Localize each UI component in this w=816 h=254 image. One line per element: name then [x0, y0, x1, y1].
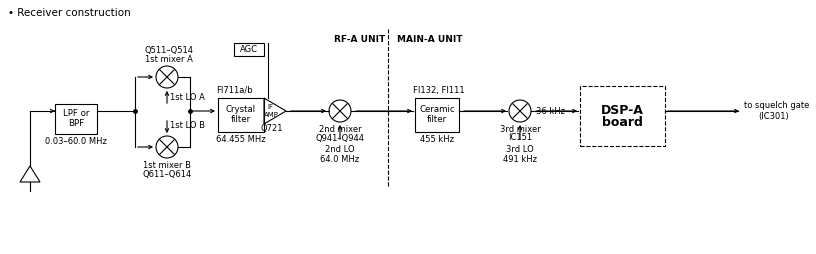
Bar: [415, 98, 459, 132]
Text: 3rd mixer: 3rd mixer: [499, 124, 540, 134]
Bar: [580, 86, 665, 146]
Bar: [234, 43, 264, 56]
Text: RF-A UNIT: RF-A UNIT: [335, 35, 386, 43]
Text: board: board: [602, 117, 643, 130]
Text: 491 kHz: 491 kHz: [503, 154, 537, 164]
Text: 2nd LO: 2nd LO: [326, 146, 355, 154]
Text: filter: filter: [427, 116, 447, 124]
Text: DSP-A: DSP-A: [601, 103, 644, 117]
Text: IC151: IC151: [508, 134, 532, 142]
Text: filter: filter: [231, 116, 251, 124]
Text: to squelch gate: to squelch gate: [744, 102, 809, 110]
Text: AGC: AGC: [240, 45, 258, 54]
Text: 0.03–60.0 MHz: 0.03–60.0 MHz: [45, 137, 107, 147]
Text: LPF or: LPF or: [63, 109, 89, 119]
Text: 2nd mixer: 2nd mixer: [319, 124, 361, 134]
Text: • Receiver construction: • Receiver construction: [8, 8, 131, 18]
Bar: [218, 98, 264, 132]
Text: Q611–Q614: Q611–Q614: [142, 169, 192, 179]
Text: Ceramic: Ceramic: [419, 105, 455, 115]
Text: 1st mixer A: 1st mixer A: [145, 55, 193, 64]
Text: 36 kHz: 36 kHz: [536, 106, 565, 116]
Text: Crystal: Crystal: [226, 105, 256, 115]
Text: IF: IF: [267, 104, 273, 110]
Bar: [55, 104, 97, 134]
Text: FI711a/b: FI711a/b: [216, 86, 253, 94]
Text: (IC301): (IC301): [758, 112, 789, 120]
Text: 3rd LO: 3rd LO: [506, 146, 534, 154]
Text: 1st mixer B: 1st mixer B: [143, 161, 191, 169]
Text: Q721: Q721: [261, 123, 283, 133]
Text: 64.455 MHz: 64.455 MHz: [216, 135, 266, 145]
Text: MAIN-A UNIT: MAIN-A UNIT: [397, 35, 463, 43]
Text: FI132, FI111: FI132, FI111: [413, 86, 464, 94]
Text: 64.0 MHz: 64.0 MHz: [321, 154, 360, 164]
Text: 1st LO B: 1st LO B: [170, 121, 205, 131]
Text: Q511–Q514: Q511–Q514: [144, 45, 193, 55]
Text: 1st LO A: 1st LO A: [170, 93, 205, 103]
Text: AMP: AMP: [264, 112, 278, 118]
Text: 455 kHz: 455 kHz: [420, 135, 454, 145]
Text: Q941–Q944: Q941–Q944: [316, 134, 365, 142]
Text: BPF: BPF: [68, 119, 84, 129]
